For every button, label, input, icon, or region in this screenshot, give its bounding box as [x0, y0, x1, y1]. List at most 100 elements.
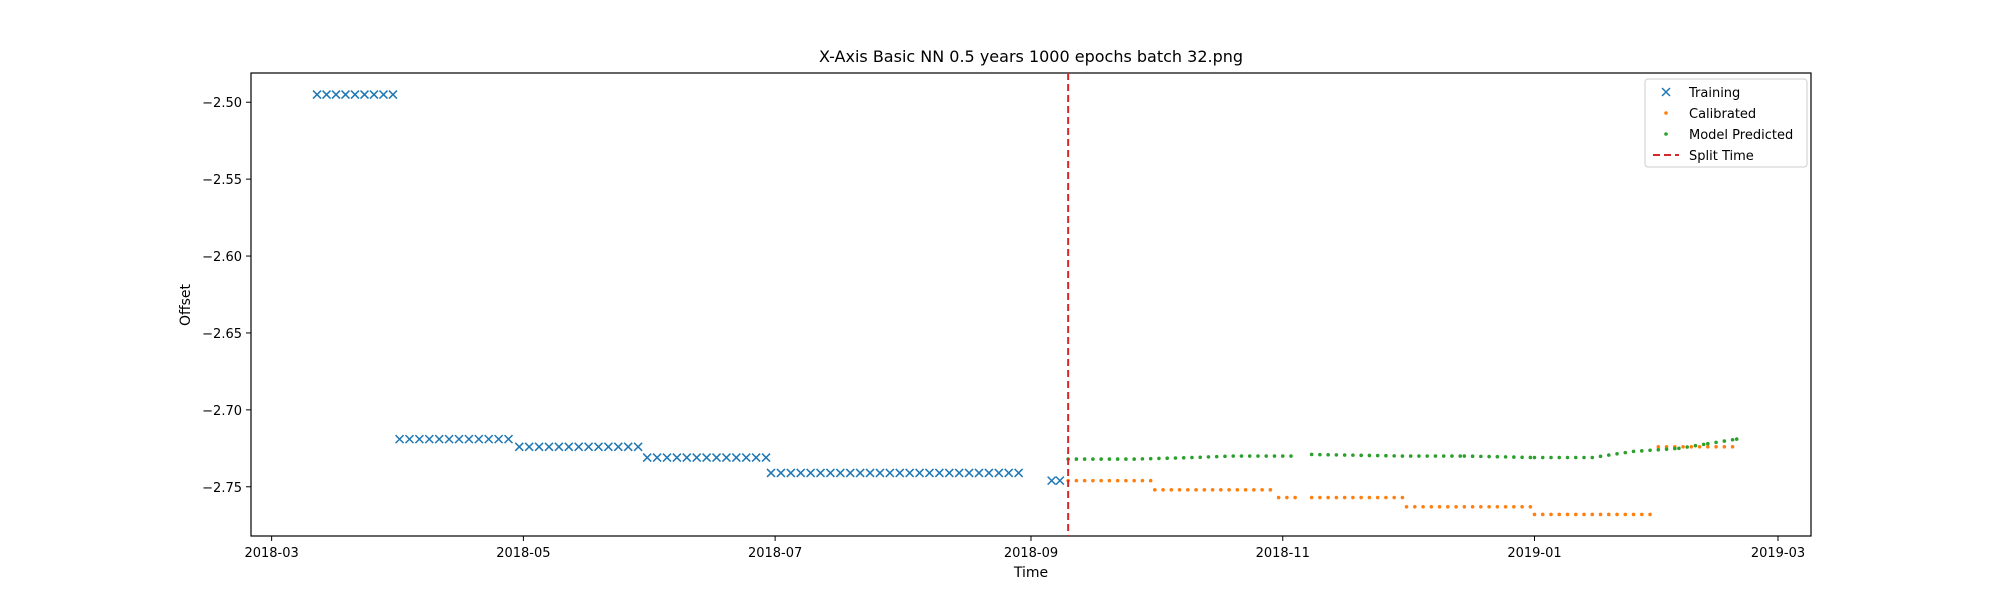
training-point	[395, 434, 405, 444]
model-predicted-point	[1565, 455, 1570, 460]
training-point	[741, 453, 751, 463]
calibrated-point	[1400, 495, 1405, 500]
calibrated-point	[1520, 504, 1524, 509]
training-point	[454, 434, 464, 444]
calibrated-point	[1293, 495, 1297, 500]
model-predicted-point	[1107, 457, 1112, 461]
training-point	[434, 434, 444, 444]
model-predicted-point	[1425, 454, 1429, 458]
training-point	[751, 453, 761, 463]
calibrated-point	[1082, 478, 1087, 483]
training-point	[340, 90, 351, 100]
model-predicted-point	[1734, 437, 1739, 441]
training-point	[885, 468, 895, 478]
model-predicted-point	[1256, 454, 1260, 458]
model-predicted-point	[1512, 455, 1516, 459]
x-axis-label: Time	[1013, 565, 1048, 581]
calibrated-point	[1697, 444, 1702, 449]
calibrated-point	[1392, 495, 1396, 500]
training-point	[984, 468, 994, 478]
training-point	[474, 434, 484, 444]
model-predicted-point	[1714, 440, 1718, 445]
calibrated-point	[1194, 488, 1198, 492]
calibrated-point	[1714, 444, 1718, 449]
training-point	[574, 442, 584, 452]
calibrated-point	[1161, 488, 1165, 492]
calibrated-point	[1706, 444, 1710, 449]
model-predicted-point	[1598, 454, 1603, 459]
calibrated-point	[1565, 512, 1570, 517]
training-point	[388, 90, 398, 100]
training-point	[404, 434, 415, 444]
y-axis-label: Offset	[178, 283, 194, 326]
model-predicted-point	[1082, 457, 1087, 461]
training-point	[652, 453, 662, 463]
training-point	[544, 442, 554, 452]
training-point	[702, 453, 712, 463]
y-tick-label: −2.65	[202, 327, 242, 342]
calibrated-point	[1235, 488, 1240, 492]
training-point	[1047, 476, 1057, 486]
training-point	[642, 453, 652, 463]
model-predicted-point	[1433, 454, 1438, 458]
training-point	[825, 468, 835, 478]
calibrated-point	[1268, 488, 1273, 492]
training-point	[905, 468, 915, 478]
model-predicted-point	[1693, 443, 1698, 448]
calibrated-point	[1148, 478, 1153, 483]
model-predicted-point	[1623, 450, 1628, 455]
training-point	[994, 468, 1004, 478]
training-point	[1004, 468, 1014, 478]
model-predicted-point	[1198, 455, 1203, 460]
model-predicted-point	[1214, 454, 1219, 459]
training-point	[484, 434, 494, 444]
training-point	[692, 453, 702, 463]
model-predicted-point	[1247, 454, 1252, 458]
model-predicted-point	[1685, 445, 1689, 449]
legend-item: Calibrated	[1664, 107, 1756, 122]
training-point	[312, 90, 322, 100]
model-predicted-point	[1458, 454, 1463, 458]
calibrated-point	[1091, 478, 1095, 483]
training-point	[424, 434, 434, 444]
training-point	[554, 442, 564, 452]
training-point	[786, 468, 796, 478]
calibrated-point	[1169, 488, 1174, 492]
y-tick-label: −2.55	[202, 173, 242, 188]
calibrated-point	[1359, 495, 1363, 500]
model-predicted-point	[1664, 447, 1669, 451]
model-predicted-point	[1351, 453, 1355, 457]
training-point	[815, 468, 826, 478]
training-point	[534, 442, 544, 452]
model-predicted-point	[1677, 446, 1681, 451]
x-tick-label: 2018-11	[1256, 546, 1310, 561]
legend-marker	[1664, 111, 1668, 115]
training-point	[593, 442, 604, 452]
x-tick-label: 2018-07	[748, 546, 802, 561]
calibrated-point	[1598, 512, 1603, 517]
model-predicted-point	[1239, 454, 1244, 458]
legend-label: Calibrated	[1689, 107, 1756, 122]
model-predicted-point	[1532, 455, 1537, 460]
model-predicted-point	[1115, 457, 1120, 461]
model-predicted-point	[1701, 442, 1706, 447]
model-predicted-point	[1124, 457, 1128, 461]
model-predicted-point	[1326, 452, 1330, 457]
model-predicted-point	[1334, 453, 1339, 457]
model-predicted-point	[1206, 455, 1211, 459]
calibrated-point	[1260, 488, 1264, 492]
calibrated-point	[1375, 495, 1380, 500]
legend-marker	[1661, 87, 1671, 97]
calibrated-point	[1404, 504, 1409, 509]
training-point	[514, 442, 524, 452]
model-predicted-point	[1606, 453, 1611, 457]
calibrated-point	[1384, 495, 1388, 500]
model-predicted-point	[1157, 456, 1161, 461]
calibrated-point	[1421, 504, 1425, 509]
calibrated-point	[1606, 512, 1611, 517]
calibrated-point	[1099, 478, 1103, 483]
training-point	[855, 468, 865, 478]
chart-title: X-Axis Basic NN 0.5 years 1000 epochs ba…	[819, 47, 1243, 66]
model-predicted-point	[1091, 457, 1095, 461]
model-predicted-point	[1648, 448, 1652, 453]
